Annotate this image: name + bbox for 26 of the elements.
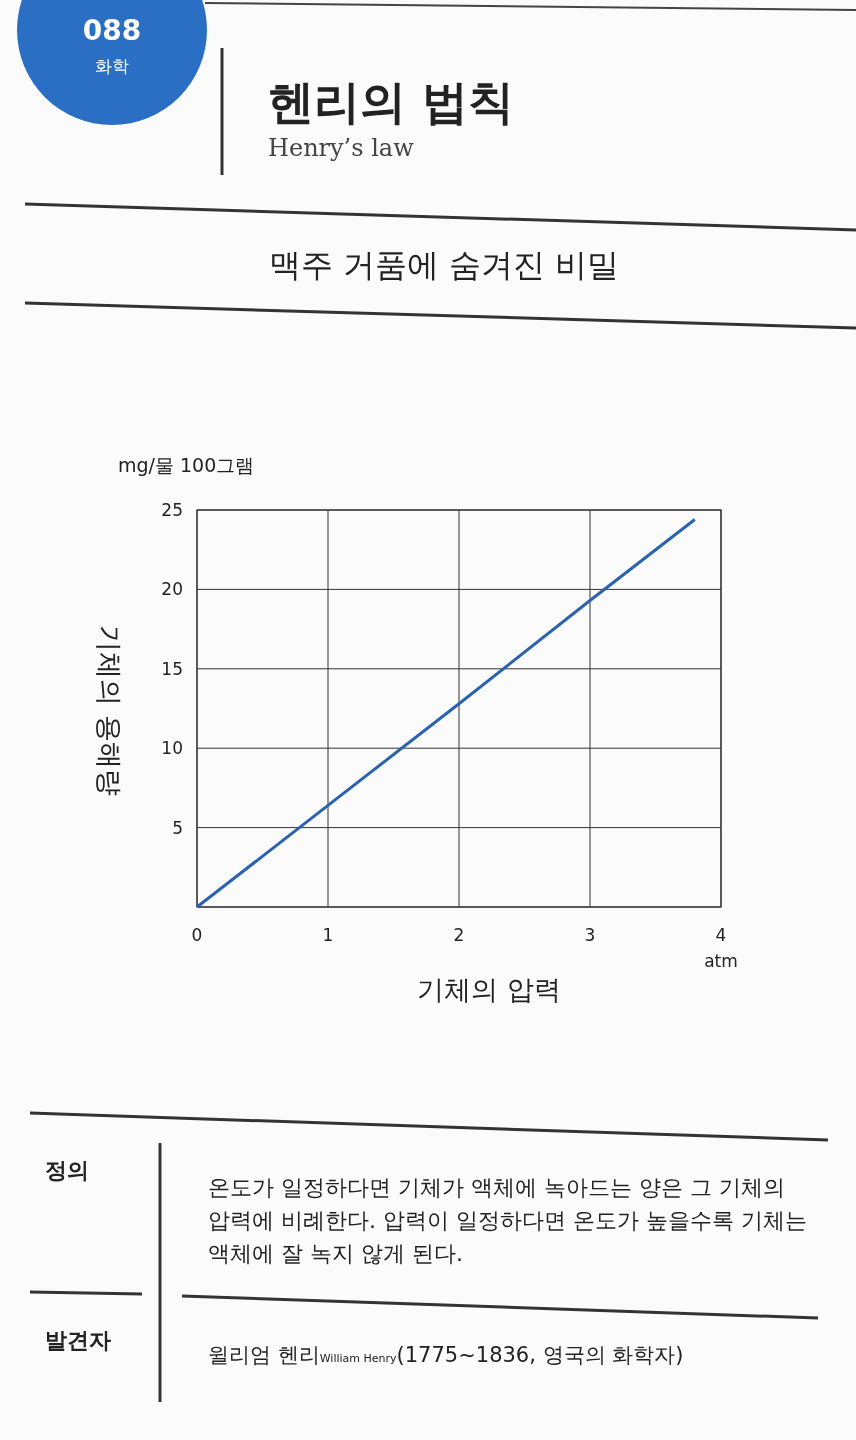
x-tick-label: 3 — [584, 925, 596, 945]
x-tick-label: 1 — [322, 925, 334, 945]
text: William Henry — [319, 1352, 398, 1365]
text: 온도가 일정하다면 기체가 액체에 녹아드는 양은 그 기체의 압력에 비례한다. 압력이 일정하다면 온도가 높을수록 기체는 액체에 잘 녹지 않게 된다. — [208, 1175, 807, 1266]
y-tick-label: 10 — [161, 738, 183, 759]
x-tick-label: 2 — [453, 925, 465, 945]
chart-title: 헨리의 법칙 — [268, 75, 515, 129]
text: atm — [704, 951, 738, 971]
text: 맥주 거품에 숨겨진 비밀 — [268, 246, 620, 284]
text: mg/물 100그램 — [118, 454, 255, 476]
x-tick-label: 0 — [191, 925, 203, 945]
text: 윌리엄 헨리 — [208, 1343, 320, 1367]
y-axis-title: 기체의 용해량 — [94, 625, 125, 796]
x-tick-label: 4 — [715, 925, 727, 945]
text: 발견자 — [45, 1328, 111, 1353]
y-tick-label: 25 — [161, 500, 183, 520]
x-axis-title: 기체의 압력 — [417, 974, 561, 1005]
text: (1775~1836, 영국의 화학자) — [396, 1343, 684, 1367]
y-tick-label: 5 — [172, 817, 183, 838]
line-series — [195, 518, 697, 909]
text: 정의 — [45, 1158, 89, 1183]
y-tick-label: 20 — [161, 579, 183, 600]
chart-subtitle: Henry’s law — [268, 134, 415, 162]
text: 088 — [82, 14, 142, 47]
y-tick-label: 15 — [161, 658, 183, 679]
text: 화학 — [95, 56, 129, 76]
